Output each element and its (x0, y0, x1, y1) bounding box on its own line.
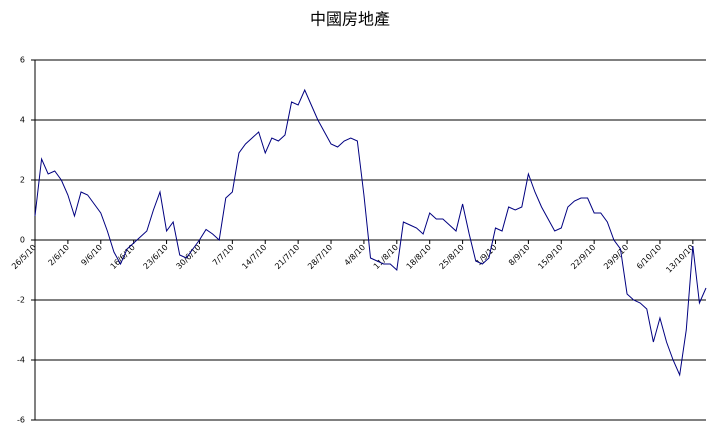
y-tick-label: 4 (20, 116, 25, 125)
y-tick-label: -6 (17, 416, 25, 425)
y-tick-label: 6 (20, 56, 25, 65)
y-tick-label: 2 (20, 176, 25, 185)
y-tick-label: -4 (17, 356, 25, 365)
chart-title: 中國房地產 (310, 10, 390, 29)
y-tick-label: 0 (20, 236, 25, 245)
y-tick-label: -2 (17, 296, 25, 305)
line-series (34, 88, 707, 377)
